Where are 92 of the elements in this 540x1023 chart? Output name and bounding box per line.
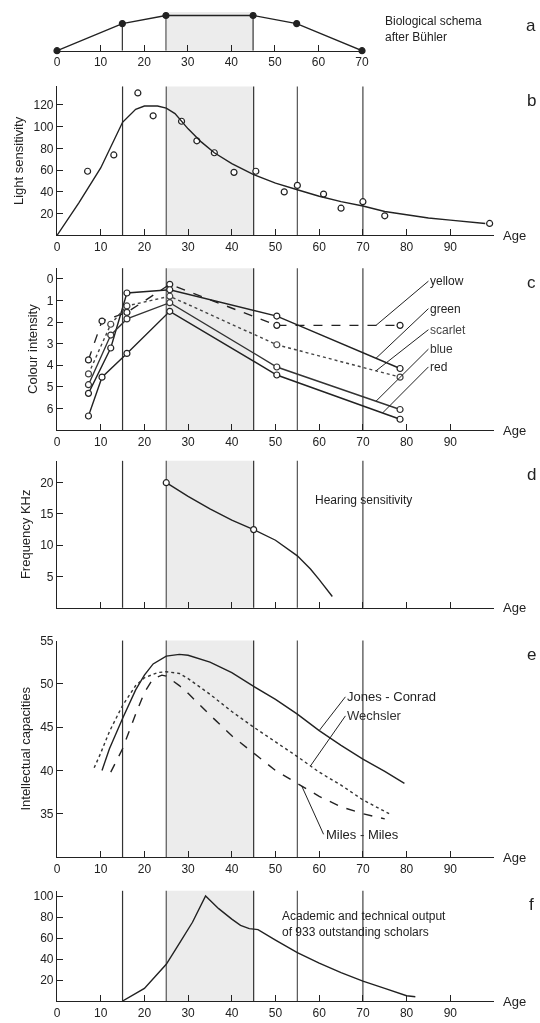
x-tick-label: 90 [443, 239, 458, 254]
y-tick-label: 100 [33, 889, 54, 904]
x-tick-label: 50 [268, 239, 283, 254]
y-tick-label: 40 [40, 763, 54, 778]
y-tick-label: 35 [40, 806, 54, 821]
x-tick-label: 30 [181, 239, 196, 254]
y-tick-label: 100 [33, 119, 54, 134]
x-tick-label: 20 [137, 1005, 152, 1020]
text: e [527, 645, 537, 664]
x-tick-label: 90 [443, 861, 458, 876]
x-axis-title: Age [503, 850, 527, 865]
y-tick-label: 0 [46, 272, 54, 287]
x-tick-label: 60 [312, 861, 327, 876]
x-tick-label: 70 [356, 1005, 370, 1020]
text: f [529, 895, 534, 914]
x-tick-label: 30 [181, 861, 196, 876]
x-tick-label: 40 [225, 861, 239, 876]
x-tick-label: 40 [225, 1005, 239, 1020]
y-tick-label: 40 [40, 185, 54, 200]
x-tick-label: 80 [399, 239, 414, 254]
y-tick-label: 2 [46, 315, 54, 330]
x-tick-label: 50 [268, 1005, 283, 1020]
y-tick-label: 20 [40, 973, 54, 988]
y-tick-label: 45 [40, 720, 54, 735]
x-tick-label: 70 [356, 861, 370, 876]
x-tick-label: 70 [355, 55, 370, 70]
y-tick-label: 5 [46, 380, 54, 395]
x-tick-label: 50 [268, 55, 282, 70]
x-tick-label: 30 [181, 434, 196, 449]
x-tick-label: 30 [181, 55, 195, 70]
x-tick-label: 40 [224, 55, 239, 70]
text: a [526, 16, 536, 35]
x-tick-label: 50 [268, 434, 283, 449]
x-tick-label: 90 [443, 1005, 458, 1020]
y-tick-label: 40 [40, 952, 54, 967]
text: yellow [430, 274, 464, 288]
x-tick-label: 10 [93, 55, 108, 70]
y-axis-title: Light sensitivity [11, 116, 27, 205]
x-tick-label: 60 [312, 1005, 327, 1020]
x-tick-label: 10 [94, 239, 108, 254]
x-tick-label: 80 [399, 1005, 414, 1020]
x-tick-label: 10 [94, 434, 108, 449]
x-tick-label: 20 [137, 861, 152, 876]
x-tick-label: 20 [137, 239, 152, 254]
y-tick-label: 10 [40, 538, 54, 553]
x-tick-label: 60 [312, 239, 327, 254]
x-tick-label: 80 [399, 434, 414, 449]
text: green [430, 302, 461, 316]
text: scarlet [430, 323, 467, 337]
x-tick-label: 20 [137, 55, 152, 70]
y-tick-label: 4 [46, 358, 54, 373]
x-axis-title: Age [503, 228, 527, 243]
y-tick-label: 3 [46, 336, 54, 351]
y-tick-label: 1 [46, 293, 54, 308]
text: b [527, 91, 537, 110]
text: red [430, 360, 448, 374]
x-tick-label: 40 [225, 434, 239, 449]
series-label: Miles - Miles [326, 827, 399, 842]
y-tick-label: 60 [40, 931, 54, 946]
y-axis-title: Intellectual capacities [18, 686, 34, 811]
y-tick-label: 15 [40, 507, 54, 522]
x-tick-label: 10 [94, 1005, 108, 1020]
x-axis-title: Age [503, 994, 527, 1009]
x-tick-label: 50 [268, 861, 283, 876]
x-tick-label: 80 [399, 861, 414, 876]
x-axis-title: Age [503, 423, 527, 438]
text: blue [430, 342, 454, 356]
y-tick-label: 5 [46, 569, 54, 584]
y-tick-label: 50 [40, 677, 54, 692]
y-tick-label: 80 [40, 141, 54, 156]
y-tick-label: 120 [33, 98, 54, 113]
y-axis-title: Frequency KHz [18, 489, 34, 580]
x-axis-title: Age [503, 600, 527, 615]
x-tick-label: 30 [181, 1005, 196, 1020]
x-tick-label: 60 [312, 434, 327, 449]
y-tick-label: 20 [40, 475, 54, 490]
x-tick-label: 70 [356, 434, 370, 449]
x-tick-label: 40 [225, 239, 239, 254]
y-tick-label: 20 [40, 206, 54, 221]
text: c [527, 273, 536, 292]
x-tick-label: 10 [94, 861, 108, 876]
text: d [527, 465, 537, 484]
y-tick-label: 6 [46, 401, 54, 416]
y-axis-title: Colour intensity [24, 303, 40, 394]
y-tick-label: 60 [40, 163, 54, 178]
x-tick-label: 60 [311, 55, 326, 70]
x-tick-label: 70 [356, 239, 370, 254]
x-tick-label: 90 [443, 434, 458, 449]
y-tick-label: 55 [40, 633, 54, 648]
x-tick-label: 20 [137, 434, 152, 449]
text: Biological schema after Bühler [385, 14, 483, 44]
y-tick-label: 80 [40, 910, 54, 925]
